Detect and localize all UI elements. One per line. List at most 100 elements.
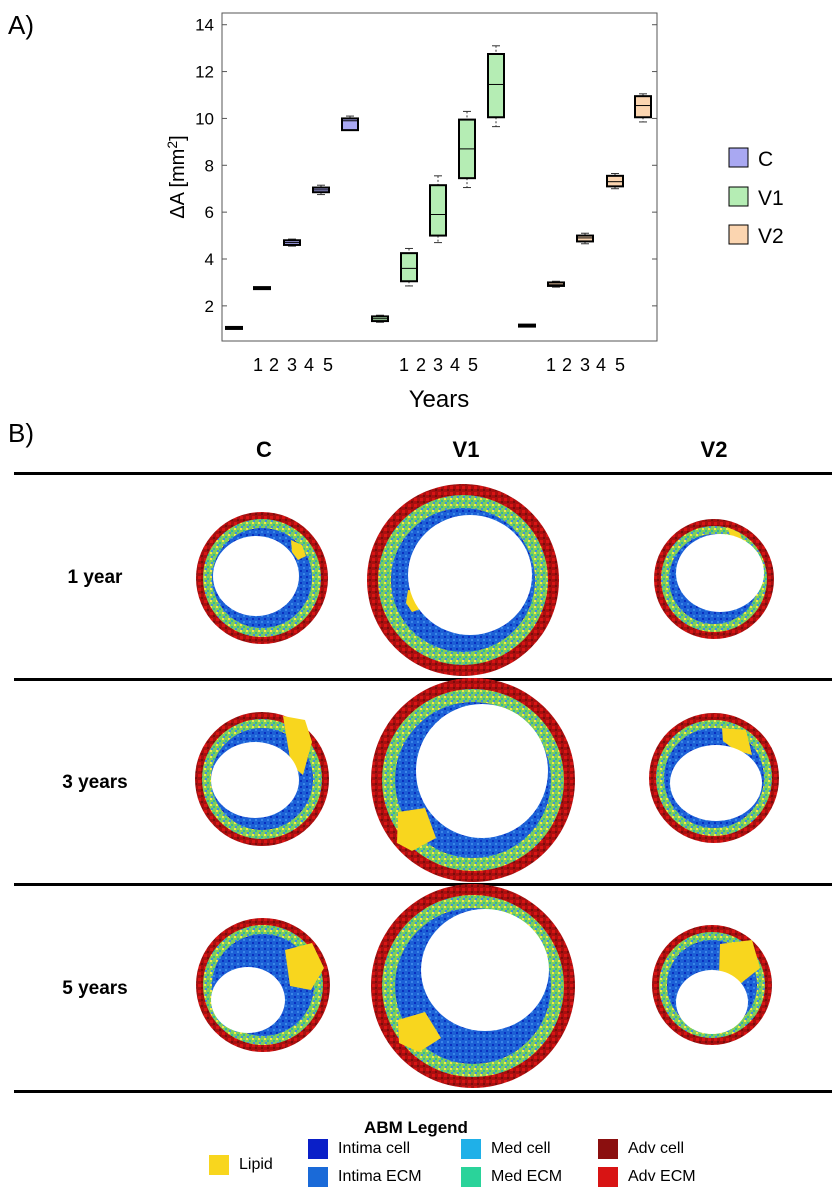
legend-label: Med ECM <box>491 1168 563 1185</box>
y-tick-label: 12 <box>195 63 214 82</box>
legend-label: Med cell <box>491 1140 551 1157</box>
legend-label: Intima cell <box>338 1140 411 1157</box>
box-V2-year-2 <box>547 280 565 288</box>
legend-item-adv-cell: Adv cell <box>598 1139 684 1159</box>
lumen <box>213 536 299 616</box>
table-rule-bottom <box>14 1090 832 1093</box>
vessel-cross-section-5 <box>371 678 575 882</box>
lumen <box>416 704 548 838</box>
lipid-region <box>398 1012 441 1052</box>
legend-item-lipid: Lipid <box>209 1155 273 1175</box>
box-C-year-3 <box>283 238 301 247</box>
legend-swatch <box>308 1139 328 1159</box>
x-tick-label: 2 <box>562 355 572 375</box>
x-tick-label: 2 <box>416 355 426 375</box>
vessel-cross-section-6 <box>649 713 779 843</box>
legend-swatch <box>461 1167 481 1187</box>
lipid-region <box>291 540 306 560</box>
box <box>547 281 565 287</box>
legend-swatch <box>598 1139 618 1159</box>
legend-item-med-ecm: Med ECM <box>461 1167 562 1187</box>
y-tick-label: 2 <box>205 297 214 316</box>
legend-item-intima-cell: Intima cell <box>308 1139 410 1159</box>
y-tick-label: 8 <box>205 156 214 175</box>
box-V1-year-2 <box>400 247 418 287</box>
box <box>576 234 594 243</box>
x-tick-label: 1 <box>546 355 556 375</box>
x-tick-label: 3 <box>287 355 297 375</box>
lumen <box>676 534 764 612</box>
box-V1-year-5 <box>487 45 505 128</box>
vessel-cross-section-3 <box>654 519 774 639</box>
y-tick-label: 6 <box>205 203 214 222</box>
x-tick-label: 4 <box>304 355 314 375</box>
vessel-cross-section-9 <box>652 925 772 1045</box>
legend-item-adv-ecm: Adv ECM <box>598 1167 696 1187</box>
x-tick-label: 1 <box>399 355 409 375</box>
lumen <box>676 970 748 1034</box>
vessel-cross-section-4 <box>195 712 329 846</box>
legend-label: Intima ECM <box>338 1168 422 1185</box>
legend-label: Lipid <box>239 1156 273 1173</box>
vessel-cross-section-1 <box>196 512 328 644</box>
table-rule-top <box>14 472 832 475</box>
y-tick-label: 14 <box>195 16 214 35</box>
box-V1-year-3 <box>429 175 447 244</box>
box <box>606 174 624 188</box>
box-C-year-2 <box>253 286 271 291</box>
x-tick-label: 4 <box>450 355 460 375</box>
box <box>341 117 359 132</box>
box <box>487 53 505 119</box>
lipid-region <box>397 808 436 851</box>
legend-label: C <box>758 148 773 171</box>
x-axis-label: Years <box>409 386 470 413</box>
lipid-region <box>719 940 760 984</box>
lipid-region <box>722 728 752 755</box>
legend-swatch <box>598 1167 618 1187</box>
y-axis-label: ΔA [mm2] <box>164 135 189 218</box>
x-tick-label: 5 <box>323 355 333 375</box>
box-V2-year-5 <box>634 93 652 123</box>
box-V2-year-3 <box>576 232 594 245</box>
box-V2-year-4 <box>606 172 624 190</box>
lumen <box>211 967 285 1033</box>
legend-label: Adv cell <box>628 1140 685 1157</box>
column-header-v1: V1 <box>452 437 480 462</box>
row-label-3-years: 3 years <box>62 772 128 793</box>
x-tick-label: 3 <box>580 355 590 375</box>
lipid-region <box>285 943 324 990</box>
vessel-cross-section-2 <box>367 484 559 676</box>
row-label-1-year: 1 year <box>67 567 123 588</box>
box <box>634 95 652 119</box>
lumen <box>408 515 532 635</box>
column-header-c: C <box>256 437 272 462</box>
x-tick-label: 4 <box>596 355 606 375</box>
legend-swatch <box>728 224 749 245</box>
box-V1-year-4 <box>458 110 476 189</box>
x-tick-label: 3 <box>433 355 443 375</box>
y-tick-label: 10 <box>195 109 214 128</box>
legend-label: Adv ECM <box>628 1168 696 1185</box>
legend-label: V1 <box>758 187 784 210</box>
x-tick-label: 5 <box>468 355 478 375</box>
vessel-cross-section-8 <box>371 884 575 1088</box>
box-C-year-1 <box>225 325 243 330</box>
legend-swatch <box>728 186 749 207</box>
legend-swatch <box>728 147 749 168</box>
legend-swatch <box>209 1155 229 1175</box>
legend-item-intima-ecm: Intima ECM <box>308 1167 422 1187</box>
x-tick-label: 1 <box>253 355 263 375</box>
table-rule <box>14 678 832 681</box>
box-V2-year-1 <box>518 323 536 328</box>
vessel-cross-section-7 <box>196 918 330 1052</box>
panel-b-label: B) <box>8 418 34 448</box>
lumen <box>211 742 299 818</box>
box <box>429 184 447 237</box>
abm-legend-title: ABM Legend <box>364 1118 468 1137</box>
column-header-v2: V2 <box>700 437 728 462</box>
lumen <box>421 909 549 1031</box>
legend-label: V2 <box>758 225 784 248</box>
lumen <box>670 745 762 821</box>
